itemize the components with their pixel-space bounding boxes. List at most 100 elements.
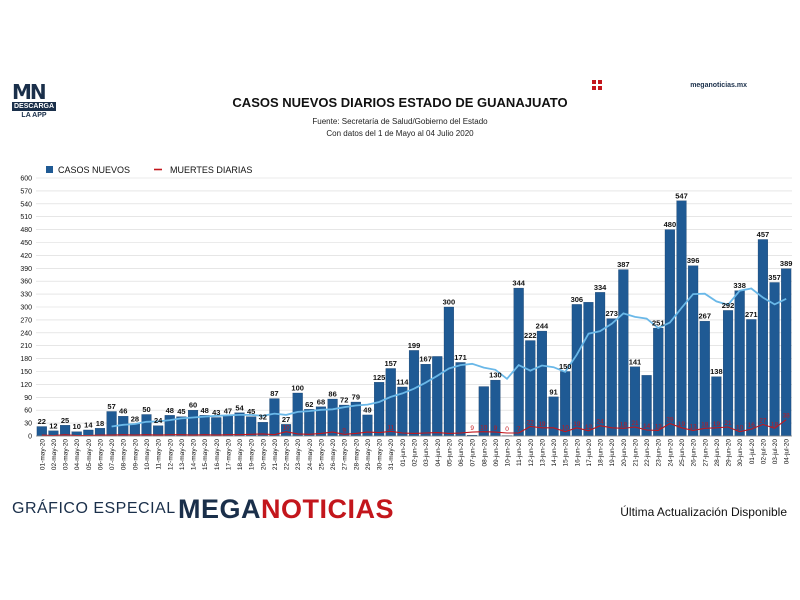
x-tick-label: 15-may-20 bbox=[202, 439, 209, 470]
bar bbox=[211, 417, 222, 437]
bar-value-label: 267 bbox=[699, 312, 712, 321]
x-tick-label: 04-jun-20 bbox=[435, 439, 442, 467]
bar bbox=[606, 318, 617, 437]
x-tick-label: 17-jun-20 bbox=[586, 439, 593, 467]
bar-value-label: 138 bbox=[710, 367, 723, 376]
legend-label-deaths: MUERTES DIARIAS bbox=[170, 165, 252, 175]
footer-special-label: GRÁFICO ESPECIAL bbox=[12, 500, 176, 517]
bar bbox=[246, 416, 257, 437]
x-tick-label: 24-jun-20 bbox=[667, 439, 674, 467]
bar-value-label: 344 bbox=[512, 279, 525, 288]
bar-value-label: 60 bbox=[189, 401, 197, 410]
death-value-label: 10 bbox=[282, 425, 290, 432]
x-tick-label: 10-jun-20 bbox=[505, 439, 512, 467]
x-tick-label: 14-may-20 bbox=[191, 439, 198, 470]
bar bbox=[374, 382, 385, 437]
x-tick-label: 02-jun-20 bbox=[412, 439, 419, 467]
bar-value-label: 68 bbox=[317, 397, 325, 406]
death-value-label: 13 bbox=[655, 423, 663, 430]
bar-value-label: 271 bbox=[745, 310, 758, 319]
death-value-label: 7 bbox=[517, 426, 521, 433]
death-value-label: 10 bbox=[736, 425, 744, 432]
bar bbox=[583, 302, 594, 437]
bar-value-label: 334 bbox=[594, 283, 607, 292]
x-tick-label: 01-jun-20 bbox=[400, 439, 407, 467]
bar bbox=[734, 290, 745, 437]
bar-value-label: 48 bbox=[166, 406, 174, 415]
bar-value-label: 480 bbox=[664, 220, 677, 229]
bar-value-label: 79 bbox=[352, 393, 360, 402]
logo-mark: MN bbox=[12, 80, 47, 104]
bar-value-label: 91 bbox=[549, 387, 557, 396]
bar bbox=[408, 350, 420, 437]
bar-value-label: 222 bbox=[524, 331, 537, 340]
site-url[interactable]: meganoticias.mx bbox=[690, 82, 747, 89]
bar bbox=[234, 412, 245, 437]
x-tick-label: 20-jun-20 bbox=[621, 439, 628, 467]
brand-part-mega: MEGA bbox=[178, 494, 261, 524]
bar bbox=[36, 426, 47, 437]
chart-subtitle-source: Fuente: Secretaría de Salud/Gobierno del… bbox=[312, 117, 488, 126]
bar bbox=[618, 269, 629, 437]
bar-value-label: 457 bbox=[757, 230, 770, 239]
bar bbox=[164, 415, 175, 437]
bar-value-label: 62 bbox=[305, 400, 313, 409]
x-tick-label: 13-may-20 bbox=[179, 439, 186, 470]
bar-value-label: 125 bbox=[373, 373, 386, 382]
bar bbox=[571, 304, 582, 437]
x-tick-label: 25-may-20 bbox=[318, 439, 325, 470]
bar-value-label: 130 bbox=[489, 371, 502, 380]
bar-value-label: 273 bbox=[605, 309, 618, 318]
x-tick-label: 23-jun-20 bbox=[656, 439, 663, 467]
footer-band: GRÁFICO ESPECIAL MEGANOTICIAS Última Act… bbox=[0, 494, 800, 528]
death-value-label: 21 bbox=[724, 420, 732, 427]
x-tick-label: 07-jun-20 bbox=[470, 439, 477, 467]
chart-subtitle-range: Con datos del 1 de Mayo al 04 Julio 2020 bbox=[326, 129, 474, 138]
legend-label-cases: CASOS NUEVOS bbox=[58, 165, 130, 175]
bar-value-label: 387 bbox=[617, 260, 630, 269]
bar-value-label: 32 bbox=[259, 413, 267, 422]
meganoticias-logo[interactable]: MN DESCARGA LA APP bbox=[12, 82, 60, 120]
x-tick-label: 16-may-20 bbox=[214, 439, 221, 470]
bar-value-label: 28 bbox=[131, 414, 139, 423]
bar bbox=[315, 406, 326, 437]
x-tick-label: 06-jun-20 bbox=[458, 439, 465, 467]
bar-value-label: 57 bbox=[107, 402, 115, 411]
x-tick-label: 22-jun-20 bbox=[644, 439, 651, 467]
x-tick-label: 27-jun-20 bbox=[702, 439, 709, 467]
x-tick-label: 02-may-20 bbox=[51, 439, 58, 470]
bar bbox=[106, 411, 117, 437]
death-value-label: 11 bbox=[387, 424, 394, 431]
y-tick-label: 210 bbox=[20, 343, 32, 350]
grid-icon[interactable] bbox=[592, 80, 602, 90]
death-value-label: 13 bbox=[690, 423, 698, 430]
x-tick-label: 30-jun-20 bbox=[737, 439, 744, 467]
y-tick-label: 390 bbox=[20, 266, 32, 273]
x-tick-label: 21-jun-20 bbox=[632, 439, 639, 467]
bar-value-label: 47 bbox=[224, 406, 232, 415]
x-tick-label: 18-may-20 bbox=[237, 439, 244, 470]
bar bbox=[222, 415, 233, 437]
x-tick-label: 03-jul-20 bbox=[772, 439, 779, 465]
bar bbox=[595, 292, 606, 437]
bar bbox=[304, 409, 315, 437]
deaths-line bbox=[41, 419, 787, 437]
footer-update-note: Última Actualización Disponible bbox=[620, 505, 787, 519]
x-tick-label: 04-jul-20 bbox=[784, 439, 791, 465]
bar bbox=[548, 396, 559, 437]
death-value-label: 16 bbox=[748, 422, 756, 429]
bar-value-label: 199 bbox=[408, 341, 421, 350]
bar-value-label: 46 bbox=[119, 407, 127, 416]
y-tick-label: 600 bbox=[20, 176, 32, 183]
bar-value-label: 24 bbox=[154, 416, 163, 425]
death-value-label: 18 bbox=[701, 421, 709, 428]
bar-value-label: 338 bbox=[733, 281, 746, 290]
y-tick-label: 240 bbox=[20, 330, 32, 337]
cases-chart: 0306090120150180210240270300330360390420… bbox=[20, 165, 792, 470]
bar-value-label: 14 bbox=[84, 420, 93, 429]
y-tick-label: 270 bbox=[20, 317, 32, 324]
footer-brand: MEGANOTICIAS bbox=[178, 494, 394, 525]
x-tick-label: 24-may-20 bbox=[307, 439, 314, 470]
death-value-label: 18 bbox=[771, 421, 779, 428]
bar-value-label: 10 bbox=[73, 422, 81, 431]
